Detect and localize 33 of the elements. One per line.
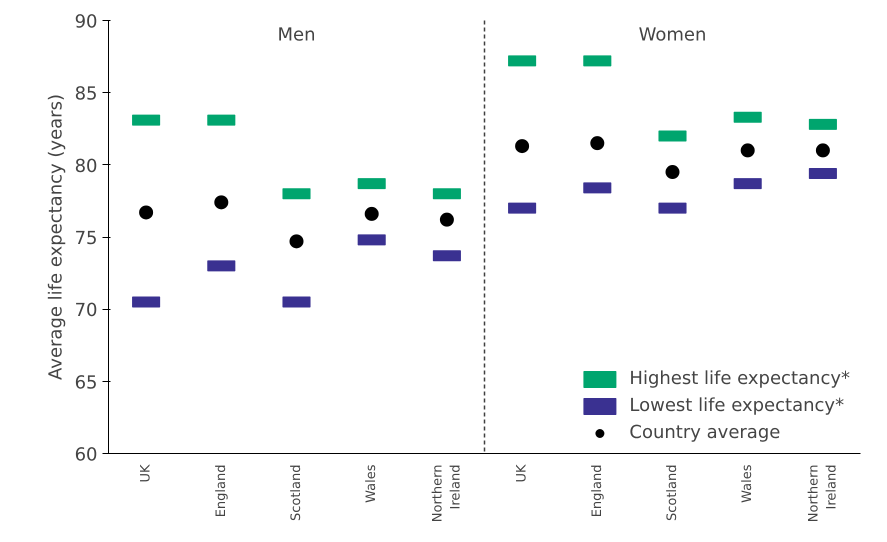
y-tick-label: 90 bbox=[74, 12, 98, 32]
x-tick-label: Northern Ireland bbox=[430, 464, 464, 522]
y-tick-label: 75 bbox=[74, 228, 98, 249]
legend-label: Lowest life expectancy* bbox=[629, 395, 844, 416]
annotation: Women bbox=[638, 24, 706, 46]
y-tick-label: 80 bbox=[74, 156, 98, 177]
point bbox=[816, 143, 830, 158]
point bbox=[590, 136, 604, 150]
x-tick-label: UK bbox=[514, 464, 530, 483]
x-tick-label: Wales bbox=[364, 464, 380, 503]
x-tick-label: Northern Ireland bbox=[806, 464, 840, 522]
point bbox=[139, 205, 154, 220]
point bbox=[666, 165, 680, 180]
y-tick-label: 85 bbox=[74, 84, 98, 105]
point bbox=[214, 195, 228, 210]
annotation: Men bbox=[277, 24, 316, 46]
point bbox=[364, 206, 379, 221]
x-tick-label: UK bbox=[138, 464, 154, 483]
point bbox=[740, 143, 755, 158]
x-tick-label: Wales bbox=[740, 464, 756, 503]
y-tick-label: 70 bbox=[74, 300, 98, 322]
legend-label: Highest life expectancy* bbox=[629, 368, 850, 389]
y-tick-label: 65 bbox=[74, 372, 98, 394]
legend-label: Country average bbox=[629, 422, 780, 443]
point bbox=[440, 212, 454, 227]
point bbox=[290, 234, 304, 248]
y-axis-title: Average life expectancy (years) bbox=[46, 94, 67, 380]
x-tick-label: England bbox=[214, 464, 229, 518]
y-tick-label: 60 bbox=[74, 444, 98, 466]
x-tick-label: Scotland bbox=[289, 464, 304, 522]
x-tick-label: England bbox=[590, 464, 605, 518]
point bbox=[515, 139, 530, 154]
x-tick-label: Scotland bbox=[665, 464, 680, 522]
